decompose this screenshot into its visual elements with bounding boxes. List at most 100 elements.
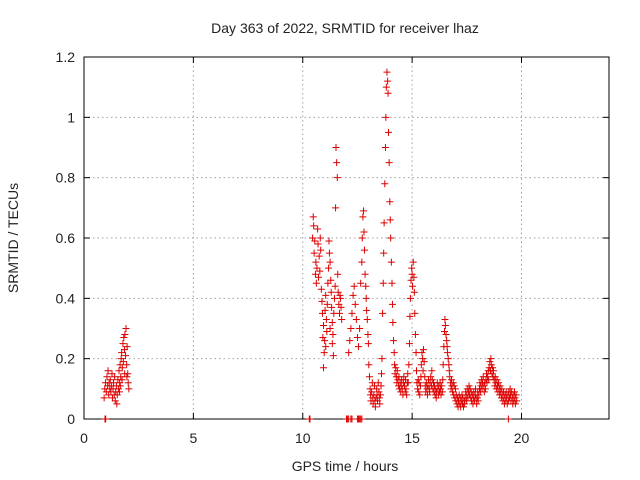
data-point — [360, 207, 368, 215]
data-point — [420, 346, 427, 354]
data-point — [437, 385, 445, 393]
data-point — [381, 180, 389, 188]
data-point — [380, 249, 388, 257]
data-point — [512, 391, 520, 399]
data-point — [384, 89, 392, 97]
chart-title: Day 363 of 2022, SRMTID for receiver lha… — [211, 20, 479, 36]
data-point — [349, 291, 357, 299]
data-point — [115, 388, 123, 396]
data-point — [102, 415, 110, 423]
data-point — [408, 270, 416, 278]
data-point — [322, 291, 330, 299]
data-point — [355, 343, 363, 351]
data-point — [443, 343, 451, 351]
data-point — [314, 240, 322, 248]
data-point — [511, 400, 519, 408]
data-point — [312, 279, 320, 287]
data-point — [312, 258, 320, 266]
data-point — [328, 303, 336, 311]
data-point — [439, 376, 447, 384]
data-point — [406, 294, 414, 302]
data-point — [438, 382, 446, 390]
data-point — [363, 306, 371, 314]
data-point — [408, 264, 416, 272]
data-point — [334, 288, 342, 296]
x-tick-label: 0 — [80, 430, 88, 446]
data-point — [345, 349, 353, 357]
x-tick-label: 15 — [404, 430, 420, 446]
data-point — [118, 376, 126, 384]
data-point — [480, 388, 488, 396]
data-point — [360, 246, 368, 254]
data-point — [358, 415, 366, 423]
data-point — [407, 276, 415, 284]
data-point — [409, 282, 417, 290]
data-point — [390, 337, 398, 345]
y-tick-label: 0.2 — [56, 351, 76, 367]
data-point — [486, 358, 494, 366]
data-point — [402, 385, 410, 393]
data-point — [412, 349, 420, 357]
data-point — [123, 373, 131, 381]
data-point — [391, 361, 399, 369]
x-axis-label: GPS time / hours — [292, 458, 399, 474]
x-tick-label: 5 — [189, 430, 197, 446]
data-point — [400, 382, 408, 390]
data-point — [385, 159, 393, 167]
data-point — [332, 204, 340, 212]
data-point — [387, 234, 395, 242]
y-tick-label: 0.4 — [56, 290, 76, 306]
data-point — [111, 373, 119, 381]
data-point — [410, 273, 418, 281]
data-point — [441, 321, 449, 329]
data-point — [377, 382, 385, 390]
data-point — [406, 312, 414, 320]
data-point — [419, 355, 427, 363]
data-point — [357, 279, 365, 287]
data-point — [125, 385, 133, 393]
data-point — [347, 325, 355, 332]
data-point — [359, 213, 367, 221]
data-point — [385, 128, 392, 136]
data-point — [119, 358, 127, 366]
data-point — [326, 258, 334, 266]
data-point — [118, 349, 126, 357]
data-point — [315, 273, 322, 281]
data-point — [366, 385, 374, 393]
data-point — [473, 394, 481, 402]
data-point — [320, 321, 328, 329]
data-point — [406, 340, 413, 348]
data-point — [495, 379, 503, 387]
data-point — [108, 394, 116, 402]
data-point — [323, 328, 331, 336]
y-tick-label: 0.6 — [56, 230, 76, 246]
data-point — [404, 379, 412, 387]
data-point — [316, 234, 324, 242]
data-point — [382, 83, 390, 91]
data-point — [392, 364, 400, 372]
data-point — [122, 325, 130, 332]
data-point — [317, 246, 325, 254]
data-point — [338, 315, 346, 323]
data-point — [100, 394, 108, 402]
data-point — [371, 403, 379, 411]
data-point — [362, 294, 370, 302]
data-point — [328, 340, 336, 348]
data-point — [401, 388, 409, 396]
data-point — [487, 355, 495, 363]
data-point — [418, 349, 426, 357]
data-point — [310, 249, 318, 257]
data-point — [364, 331, 372, 339]
data-point — [511, 388, 518, 396]
data-point — [329, 331, 337, 339]
data-point — [315, 252, 323, 260]
data-point — [381, 144, 389, 151]
data-point — [116, 382, 124, 390]
data-point — [409, 258, 417, 266]
data-point — [121, 331, 129, 339]
data-point — [113, 400, 121, 408]
data-point — [420, 358, 428, 366]
data-point — [327, 288, 335, 296]
data-point — [352, 315, 360, 323]
data-point — [506, 385, 514, 393]
